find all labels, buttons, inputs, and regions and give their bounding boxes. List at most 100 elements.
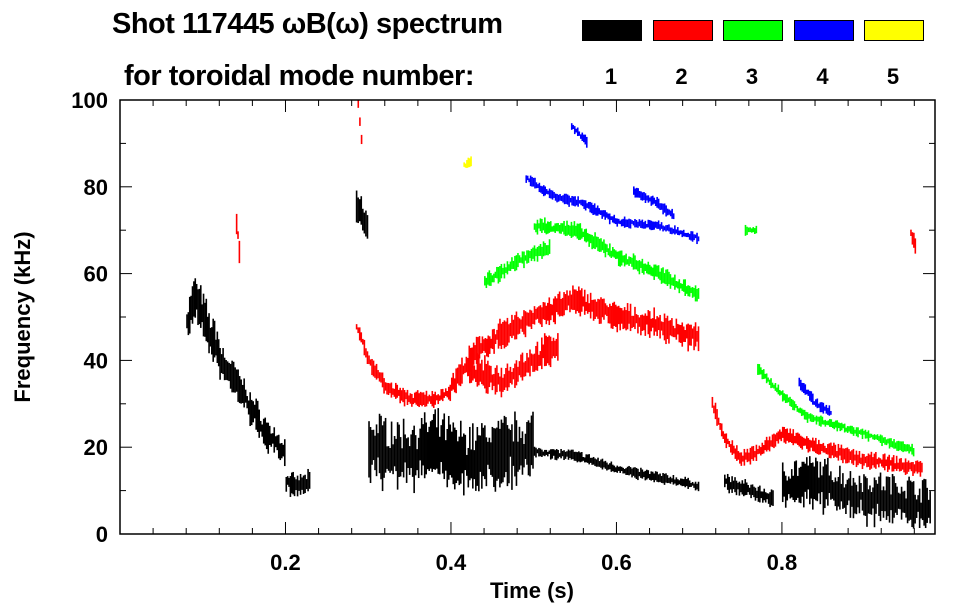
spectral-mark-n=1: [558, 453, 561, 457]
spectral-mark-n=1: [682, 479, 685, 486]
spectral-mark-n=1: [741, 480, 744, 495]
spectral-mark-n=1: [425, 422, 427, 475]
spectral-mark-n=1: [582, 457, 585, 461]
spectral-mark-n=3: [749, 227, 751, 233]
spectral-mark-n=1: [491, 426, 494, 477]
spectral-mark-n=1: [795, 460, 798, 501]
spectral-mark-n=3: [578, 223, 580, 241]
spectral-mark-n=1: [585, 454, 588, 463]
spectral-mark-n=4: [578, 131, 581, 136]
spectral-mark-n=2: [815, 437, 817, 454]
spectral-mark-n=1: [660, 475, 663, 483]
spectral-mark-n=1: [544, 449, 546, 457]
spectral-mark-n=1: [770, 489, 773, 506]
spectral-mark-n=3: [579, 223, 582, 240]
spectral-mark-n=1: [647, 470, 650, 479]
spectral-mark-n=4: [678, 230, 681, 236]
spectral-mark-n=4: [614, 218, 617, 225]
spectral-mark-n=1: [742, 483, 745, 497]
spectral-mark-n=1: [431, 419, 434, 472]
spectral-mark-n=4: [657, 198, 660, 209]
spectral-mark-n=3: [521, 251, 524, 264]
spectral-mark-n=1: [750, 484, 752, 499]
spectral-mark-n=2: [746, 448, 749, 463]
spectral-mark-n=3: [529, 251, 531, 259]
spectral-mark-n=2: [490, 365, 492, 383]
spectral-mark-n=1: [834, 477, 837, 507]
spectral-mark-n=2: [479, 363, 482, 382]
spectral-mark-n=2: [431, 390, 434, 407]
spectral-mark-n=2: [671, 318, 673, 337]
spectral-mark-n=3: [654, 264, 657, 277]
spectral-mark-n=2: [500, 323, 503, 350]
spectral-mark-n=1: [572, 449, 574, 460]
spectral-mark-n=1: [473, 450, 476, 480]
spectral-mark-n=4: [650, 196, 653, 206]
spectral-mark-n=1: [285, 476, 288, 492]
spectral-mark-n=3: [675, 281, 678, 288]
spectral-mark-n=3: [674, 274, 676, 290]
spectral-mark-n=2: [821, 444, 823, 452]
spectral-mark-n=4: [696, 232, 698, 245]
spectral-mark-n=1: [532, 411, 534, 469]
spectral-mark-n=2: [533, 353, 536, 372]
spectral-mark-n=1: [383, 421, 385, 478]
spectral-mark-n=1: [822, 466, 825, 515]
spectral-mark-n=2: [491, 374, 494, 391]
spectral-mark-n=3: [666, 269, 669, 286]
spectral-mark-n=2: [508, 370, 510, 388]
spectral-mark-n=4: [681, 230, 684, 238]
spectral-mark-n=1: [191, 286, 194, 324]
spectral-mark-n=1: [917, 495, 919, 512]
spectral-mark-n=1: [283, 439, 286, 467]
spectral-mark-n=4: [599, 210, 602, 215]
spectral-mark-n=3: [864, 429, 867, 439]
spectral-mark-n=1: [873, 477, 876, 528]
spectral-mark-n=2: [764, 440, 767, 451]
spectral-mark-n=4: [641, 192, 644, 201]
spectral-mark-n=2: [631, 315, 633, 329]
spectral-mark-n=1: [807, 465, 810, 490]
spectral-mark-n=4: [648, 220, 651, 230]
spectral-mark-n=4: [554, 193, 557, 201]
legend-label-mode-3: 3: [745, 64, 759, 89]
spectral-mark-n=2: [610, 305, 613, 329]
spectral-mark-n=4: [535, 182, 538, 189]
spectral-mark-n=1: [825, 464, 828, 500]
spectral-mark-n=2: [748, 452, 750, 462]
spectral-mark-n=2: [736, 445, 738, 461]
spectral-mark-n=1: [458, 436, 461, 486]
spectral-mark-n=3: [882, 437, 885, 443]
spectral-mark-n=2: [888, 454, 891, 470]
spectral-mark-n=4: [657, 220, 660, 229]
spectral-mark-n=2: [860, 457, 862, 465]
spectral-mark-n=2: [714, 402, 717, 420]
spectral-mark-n=1: [529, 422, 531, 477]
spectral-mark-n=1: [493, 428, 495, 488]
spectral-mark-n=2: [575, 289, 577, 314]
spectral-mark-n=2: [493, 374, 495, 386]
spectral-mark-n=4: [550, 190, 552, 199]
spectral-mark-n=3: [598, 238, 601, 252]
spectral-mark-n=1: [490, 442, 492, 475]
spectral-mark-n=2: [604, 303, 607, 315]
spectral-mark-n=2: [657, 317, 660, 331]
spectral-mark-n=3: [687, 285, 689, 297]
spectral-mark-n=1: [187, 312, 190, 336]
spectral-mark-n=2: [644, 313, 647, 336]
spectral-mark-n=3: [623, 255, 626, 267]
spectral-mark-n=3: [817, 416, 819, 422]
spectral-mark-n=2: [405, 392, 407, 400]
spectral-mark-n=2: [799, 435, 802, 449]
spectral-mark-n=1: [478, 435, 480, 492]
spectral-mark-n=1: [502, 422, 504, 483]
spectral-mark-n=2: [774, 434, 777, 447]
spectral-mark-n=3: [677, 281, 679, 289]
spectral-mark-n=1: [607, 464, 610, 470]
spectral-mark-n=2: [579, 290, 582, 317]
spectral-mark-n=2: [866, 455, 868, 468]
spectral-mark-n=2: [520, 319, 522, 329]
spectral-mark-n=2: [464, 363, 466, 374]
spectral-mark-n=1: [745, 482, 748, 495]
spectral-mark-n=1: [851, 485, 853, 507]
